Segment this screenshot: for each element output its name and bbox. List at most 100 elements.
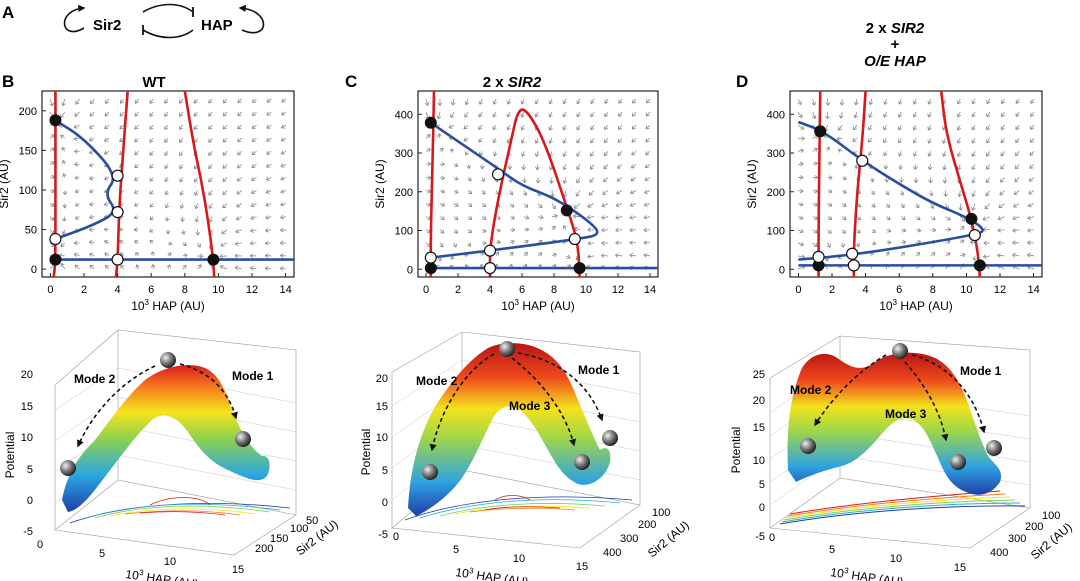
- field-arrow-head: [1027, 215, 1031, 219]
- field-arrow: [495, 241, 501, 244]
- field-arrow: [439, 147, 444, 152]
- field-arrow-head: [266, 137, 269, 142]
- field-arrow: [104, 203, 110, 206]
- field-arrow-head: [452, 102, 456, 106]
- field-arrow-head: [183, 253, 188, 256]
- field-arrow-head: [105, 102, 109, 104]
- field-arrow-head: [997, 218, 1002, 221]
- field-arrow: [886, 251, 890, 257]
- field-arrow: [179, 151, 184, 156]
- field-arrow-head: [442, 202, 445, 207]
- field-arrow-head: [828, 146, 831, 151]
- field-arrow-head: [509, 166, 513, 170]
- field-arrow-head: [799, 191, 804, 194]
- field-arrow-head: [885, 166, 889, 170]
- xtick: 5: [453, 544, 459, 556]
- x-axis-label: 103 HAP (AU): [879, 298, 953, 313]
- landscape-b-surface: [62, 365, 270, 512]
- field-arrow-head: [265, 205, 270, 207]
- field-arrow: [589, 177, 595, 183]
- field-arrow-head: [73, 136, 77, 140]
- field-arrow-head: [164, 166, 169, 169]
- field-arrow: [251, 164, 257, 168]
- field-arrow-head: [630, 177, 633, 181]
- field-arrow: [74, 264, 80, 270]
- field-arrow-head: [643, 240, 648, 243]
- field-arrow: [971, 138, 976, 144]
- field-arrow: [886, 177, 888, 183]
- field-arrow: [645, 111, 651, 117]
- field-arrow: [439, 216, 445, 220]
- field-arrow: [884, 98, 887, 105]
- field-arrow: [222, 137, 228, 143]
- field-arrow: [590, 164, 595, 170]
- field-arrow: [812, 148, 818, 152]
- field-arrow-head: [222, 206, 227, 209]
- field-arrow-head: [522, 153, 526, 157]
- field-arrow: [134, 177, 139, 181]
- field-arrow-head: [280, 202, 284, 206]
- field-arrow: [281, 137, 287, 142]
- field-arrow-head: [587, 243, 592, 246]
- field-arrow-head: [522, 179, 525, 184]
- field-arrow: [913, 151, 917, 157]
- field-arrow-head: [184, 254, 188, 258]
- title-c: 2 x SIR2: [483, 74, 542, 91]
- field-arrow-head: [912, 113, 915, 118]
- field-arrow-head: [135, 251, 140, 254]
- field-arrow-head: [868, 153, 873, 156]
- field-arrow: [237, 151, 243, 156]
- field-arrow: [208, 164, 213, 169]
- stable-point: [573, 262, 586, 275]
- field-arrow-head: [265, 227, 269, 232]
- x-tick-label: 4: [115, 284, 121, 296]
- y-tick-label: 200: [19, 106, 37, 118]
- x-tick-label: 6: [896, 284, 902, 296]
- field-arrow: [629, 216, 637, 219]
- field-arrow: [479, 151, 483, 156]
- field-arrow: [439, 242, 444, 248]
- field-arrow-head: [149, 177, 151, 182]
- field-arrow-head: [643, 254, 647, 258]
- field-arrow: [898, 111, 902, 118]
- field-arrow: [236, 216, 242, 221]
- field-arrow-head: [481, 263, 485, 268]
- field-arrow-head: [521, 166, 524, 170]
- field-arrow: [167, 264, 171, 270]
- field-arrow-head: [567, 254, 571, 259]
- field-arrow: [913, 98, 917, 105]
- field-arrow: [481, 177, 485, 182]
- field-arrow-head: [844, 176, 847, 180]
- field-arrow-head: [149, 153, 154, 156]
- field-arrow-head: [548, 166, 551, 171]
- field-arrow-head: [456, 202, 459, 207]
- field-arrow: [959, 203, 962, 211]
- field-arrow-head: [265, 267, 269, 271]
- field-arrow: [164, 111, 169, 117]
- field-arrow: [164, 137, 169, 143]
- field-arrow-head: [827, 115, 830, 120]
- field-arrow: [74, 177, 80, 179]
- field-arrow-head: [615, 230, 619, 233]
- field-arrow: [1015, 151, 1020, 156]
- field-arrow-head: [264, 255, 269, 259]
- field-arrow: [603, 177, 609, 183]
- field-arrow: [266, 111, 272, 116]
- field-arrow: [840, 111, 843, 119]
- field-arrow-head: [587, 203, 590, 208]
- field-arrow-head: [439, 102, 443, 106]
- field-arrow-head: [526, 240, 529, 245]
- field-arrow: [1000, 137, 1005, 144]
- field-arrow: [149, 124, 154, 130]
- field-arrow-head: [1027, 240, 1031, 244]
- field-arrow-head: [465, 153, 470, 156]
- field-arrow-head: [74, 149, 78, 152]
- field-arrow-head: [801, 254, 805, 258]
- field-arrow-head: [927, 152, 930, 157]
- field-arrow-head: [913, 179, 917, 183]
- ball-c-top: [499, 341, 515, 357]
- field-arrow-head: [52, 216, 55, 221]
- field-arrow: [827, 162, 832, 165]
- field-arrow-head: [883, 165, 886, 170]
- field-arrow: [797, 255, 805, 258]
